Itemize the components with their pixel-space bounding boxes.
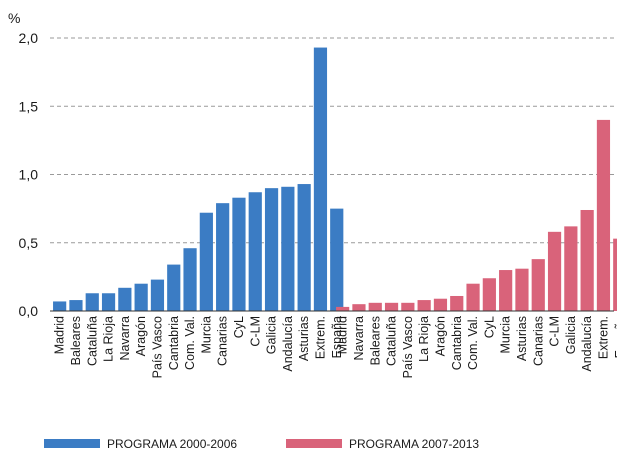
bar-2000-2006 [134,283,148,311]
x-category-label: La Rioja [102,316,116,362]
x-category-label: Galicia [265,316,279,354]
x-category-label: Canarias [531,316,545,366]
y-tick-label: 1,5 [19,98,39,114]
x-category-label: España [613,316,617,358]
x-category-label: Andalucía [580,316,594,372]
bar-2007-2013 [450,295,464,311]
bar-2000-2006 [216,203,230,311]
x-category-label: Madrid [336,316,350,354]
x-category-label: Murcia [499,316,513,354]
x-category-label: Andalucía [281,316,295,372]
x-category-label: Galicia [564,316,578,354]
y-tick-label: 0,0 [19,303,39,319]
bar-2000-2006 [118,287,132,311]
bar-2000-2006 [313,47,328,312]
bar-2000-2006 [264,188,279,311]
bar-2000-2006 [248,192,262,311]
bar-2000-2006 [232,197,246,311]
bar-2000-2006 [69,300,83,311]
bar-2000-2006 [85,293,99,311]
bar-2007-2013 [482,278,496,311]
x-category-label: C-LM [548,316,562,347]
x-category-label: Com. Val. [183,316,197,370]
bar-2007-2013 [466,283,480,311]
bar-2007-2013 [417,300,431,311]
x-category-label: Cantabria [450,316,464,370]
bar-2007-2013 [547,231,562,311]
bar-2007-2013 [564,226,578,311]
x-category-label: España [330,316,344,358]
x-category-label: Baleares [69,316,83,365]
x-category-label: Canarias [216,316,230,366]
bar-2007-2013 [515,268,529,311]
legend-swatch-2000-2006 [44,439,100,448]
bar-2007-2013 [433,298,448,311]
y-axis-unit-label: % [8,10,20,26]
x-category-label: Baleares [368,316,382,365]
x-category-label: Cataluña [85,316,99,366]
x-category-label: Cantabria [167,316,181,370]
bar-2000-2006 [199,212,213,311]
bar-2007-2013 [499,270,513,311]
bar-2000-2006 [101,293,116,311]
bar-2000-2006 [150,279,165,311]
x-category-label: C-LM [248,316,262,347]
bar-2007-2013 [352,304,366,311]
legend-label-2000-2006: PROGRAMA 2000-2006 [107,437,237,451]
x-category-label: Com. Val. [466,316,480,370]
bar-2000-2006 [281,186,295,311]
bar-2000-2006 [330,208,344,311]
x-category-label: La Rioja [417,316,431,362]
bar-2007-2013 [580,209,594,311]
x-category-label: CyL [482,316,496,338]
x-category-label: Aragón [433,316,447,356]
x-category-label: Extrem. [313,316,327,359]
x-category-label: País Vasco [401,316,415,378]
bar-2000-2006 [183,248,197,311]
bars [53,47,617,312]
bar-2007-2013 [368,302,382,311]
x-axis-category-labels: Madrid Baleares Cataluña La Rioja Navarra Ara… [53,316,617,378]
bar-2007-2013 [531,259,545,311]
bar-2000-2006 [297,184,311,311]
bar-2007-2013 [613,238,617,311]
x-category-label: Extrem. [596,316,610,359]
x-category-label: Aragón [134,316,148,356]
legend: PROGRAMA 2000-2006 PROGRAMA 2007-2013 [44,437,479,451]
legend-swatch-2007-2013 [286,439,342,448]
y-axis-ticks: 0,0 0,5 1,0 1,5 2,0 [19,30,39,319]
x-category-label: Madrid [53,316,67,354]
legend-label-2007-2013: PROGRAMA 2007-2013 [349,437,479,451]
x-category-label: CyL [232,316,246,338]
bar-2007-2013 [596,119,611,312]
x-category-label: Navarra [118,316,132,361]
bar-2000-2006 [167,264,181,311]
x-category-label: Asturias [515,316,529,361]
y-tick-label: 0,5 [19,235,39,251]
x-category-label: Asturias [297,316,311,361]
x-category-label: País Vasco [150,316,164,378]
y-tick-label: 2,0 [19,30,39,46]
bar-2007-2013 [336,306,350,311]
y-tick-label: 1,0 [19,167,39,183]
x-category-label: Navarra [352,316,366,361]
bar-2007-2013 [384,302,399,311]
x-category-label: Cataluña [385,316,399,366]
bar-2000-2006 [53,301,67,311]
x-category-label: Murcia [199,316,213,354]
bar-2007-2013 [401,302,415,311]
